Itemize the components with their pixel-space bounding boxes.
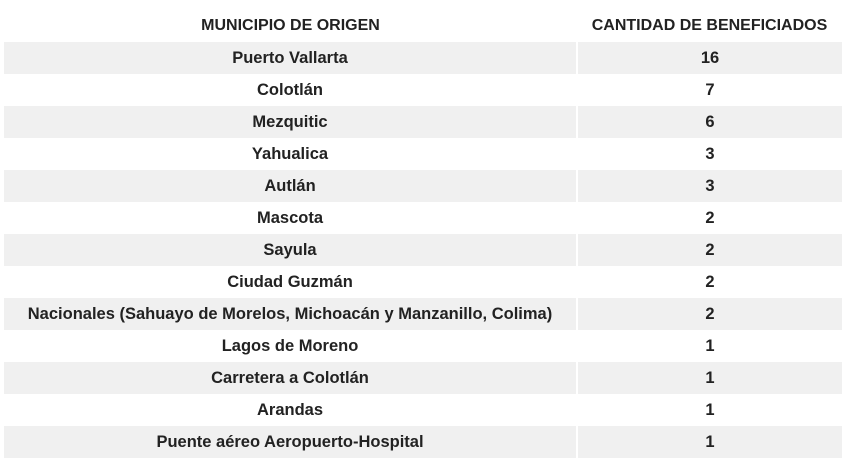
cell-municipio: Ciudad Guzmán [4,266,578,298]
cell-municipio: Nacionales (Sahuayo de Morelos, Michoacá… [4,298,578,330]
cell-cantidad: 2 [577,298,842,330]
table-row: Lagos de Moreno 1 [4,330,842,362]
table-row: Arandas 1 [4,394,842,426]
header-municipio: MUNICIPIO DE ORIGEN [201,16,380,34]
cell-cantidad: 1 [577,394,842,426]
table-row: Puerto Vallarta 16 [4,42,842,74]
cell-cantidad: 1 [577,362,842,394]
table-header: MUNICIPIO DE ORIGEN CANTIDAD DE BENEFICI… [4,9,842,42]
cell-municipio: Colotlán [4,74,578,106]
table-body: Puerto Vallarta 16 Colotlán 7 Mezquitic … [4,42,842,458]
cell-municipio: Carretera a Colotlán [4,362,578,394]
cell-municipio: Puente aéreo Aeropuerto-Hospital [4,426,578,458]
table-row: Colotlán 7 [4,74,842,106]
cell-cantidad: 6 [577,106,842,138]
table-row: Puente aéreo Aeropuerto-Hospital 1 [4,426,842,458]
cell-cantidad: 2 [577,202,842,234]
cell-cantidad: 2 [577,266,842,298]
cell-cantidad: 3 [577,170,842,202]
table-row: Autlán 3 [4,170,842,202]
cell-cantidad: 2 [577,234,842,266]
cell-municipio: Sayula [4,234,578,266]
cell-cantidad: 3 [577,138,842,170]
cell-municipio: Puerto Vallarta [4,42,578,74]
cell-cantidad: 1 [577,426,842,458]
cell-municipio: Lagos de Moreno [4,330,578,362]
cell-municipio: Mezquitic [4,106,578,138]
cell-municipio: Yahualica [4,138,578,170]
table-row: Carretera a Colotlán 1 [4,362,842,394]
table-row: Mascota 2 [4,202,842,234]
table-row: Mezquitic 6 [4,106,842,138]
table-row: Yahualica 3 [4,138,842,170]
cell-cantidad: 1 [577,330,842,362]
table-row: Ciudad Guzmán 2 [4,266,842,298]
cell-municipio: Mascota [4,202,578,234]
header-cantidad: CANTIDAD DE BENEFICIADOS [591,16,828,34]
table-row: Sayula 2 [4,234,842,266]
table-row: Nacionales (Sahuayo de Morelos, Michoacá… [4,298,842,330]
header-row: MUNICIPIO DE ORIGEN CANTIDAD DE BENEFICI… [4,9,842,42]
cell-municipio: Autlán [4,170,578,202]
cell-cantidad: 7 [577,74,842,106]
cell-cantidad: 16 [577,42,842,74]
cell-municipio: Arandas [4,394,578,426]
beneficiaries-table-container: MUNICIPIO DE ORIGEN CANTIDAD DE BENEFICI… [4,9,842,458]
beneficiaries-table: MUNICIPIO DE ORIGEN CANTIDAD DE BENEFICI… [4,9,842,458]
